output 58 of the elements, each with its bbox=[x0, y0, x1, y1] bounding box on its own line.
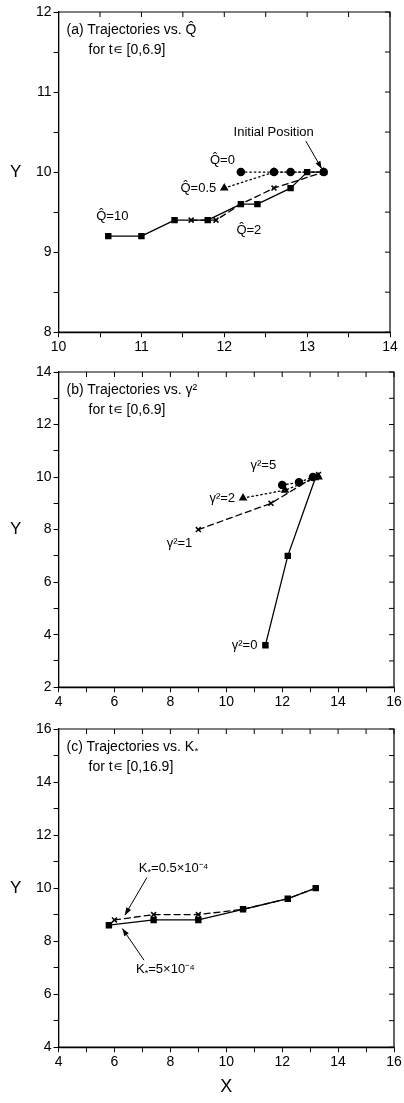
annotation: Q̂=2 bbox=[236, 221, 262, 237]
x-tick-label: 16 bbox=[386, 1053, 402, 1070]
y-tick-label: 10 bbox=[35, 878, 52, 895]
y-tick-label: 11 bbox=[37, 82, 52, 99]
y-axis-title: Y bbox=[10, 877, 22, 897]
annotation: γ²=2 bbox=[209, 489, 236, 505]
y-tick-label: 2 bbox=[43, 678, 52, 695]
y-tick-label: 14 bbox=[35, 772, 52, 789]
x-tick-label: 12 bbox=[216, 338, 233, 355]
text: (b) Trajectories vs. γ² bbox=[66, 380, 198, 397]
x-tick-label: 14 bbox=[330, 1053, 347, 1070]
x-tick-label: 13 bbox=[299, 338, 316, 355]
text: (a) Trajectories vs. Q̂ bbox=[66, 20, 197, 37]
x-tick-label: 12 bbox=[274, 1053, 291, 1070]
y-axis-title: Y bbox=[10, 161, 22, 181]
y-tick-label: 12 bbox=[35, 825, 52, 842]
annotation: Q̂=0.5 bbox=[180, 179, 217, 195]
y-tick-label: 16 bbox=[35, 719, 52, 736]
x-tick-label: 14 bbox=[330, 693, 347, 710]
x-tick-label: 11 bbox=[134, 338, 149, 355]
x-tick-label: 12 bbox=[274, 693, 291, 710]
y-tick-label: 4 bbox=[43, 625, 52, 642]
y-tick-label: 10 bbox=[35, 467, 52, 484]
x-tick-label: 8 bbox=[166, 1053, 175, 1070]
y-tick-label: 6 bbox=[43, 572, 52, 589]
annotation: Initial Position bbox=[233, 123, 314, 139]
x-tick-label: 16 bbox=[386, 693, 402, 710]
text: (c) Trajectories vs. K* bbox=[66, 737, 199, 756]
x-tick-label: 14 bbox=[382, 338, 398, 355]
y-tick-label: 12 bbox=[35, 415, 52, 432]
annotation: K*=0.5×10⁻⁴ bbox=[138, 860, 209, 878]
x-tick-label: 8 bbox=[166, 693, 175, 710]
annotation: Q̂=0 bbox=[209, 151, 235, 167]
y-axis-title: Y bbox=[10, 519, 22, 539]
y-tick-label: 6 bbox=[43, 985, 52, 1002]
y-tick-label: 8 bbox=[43, 323, 52, 340]
text: for t∊ [0,16.9] bbox=[88, 757, 174, 774]
annotation: γ²=0 bbox=[231, 636, 258, 652]
x-axis-title: X bbox=[220, 1076, 233, 1097]
y-tick-label: 9 bbox=[43, 243, 52, 260]
y-tick-label: 8 bbox=[43, 520, 52, 537]
y-tick-label: 8 bbox=[43, 931, 52, 948]
y-tick-label: 4 bbox=[43, 1038, 52, 1055]
x-tick-label: 6 bbox=[110, 1053, 119, 1070]
annotation: γ²=1 bbox=[166, 535, 193, 551]
text: for t∊ [0,6.9] bbox=[88, 400, 166, 417]
annotation: Q̂=10 bbox=[96, 207, 129, 223]
x-tick-label: 10 bbox=[218, 693, 235, 710]
x-tick-label: 6 bbox=[110, 693, 119, 710]
y-tick-label: 14 bbox=[35, 362, 52, 379]
y-tick-label: 12 bbox=[35, 2, 52, 19]
text: for t∊ [0,6.9] bbox=[88, 40, 166, 57]
annotation: γ²=5 bbox=[250, 456, 277, 472]
x-tick-label: 10 bbox=[218, 1053, 235, 1070]
x-tick-label: 4 bbox=[54, 693, 63, 710]
y-tick-label: 10 bbox=[35, 162, 52, 179]
x-tick-label: 4 bbox=[54, 1053, 63, 1070]
annotation: K*=5×10⁻⁴ bbox=[136, 960, 195, 978]
